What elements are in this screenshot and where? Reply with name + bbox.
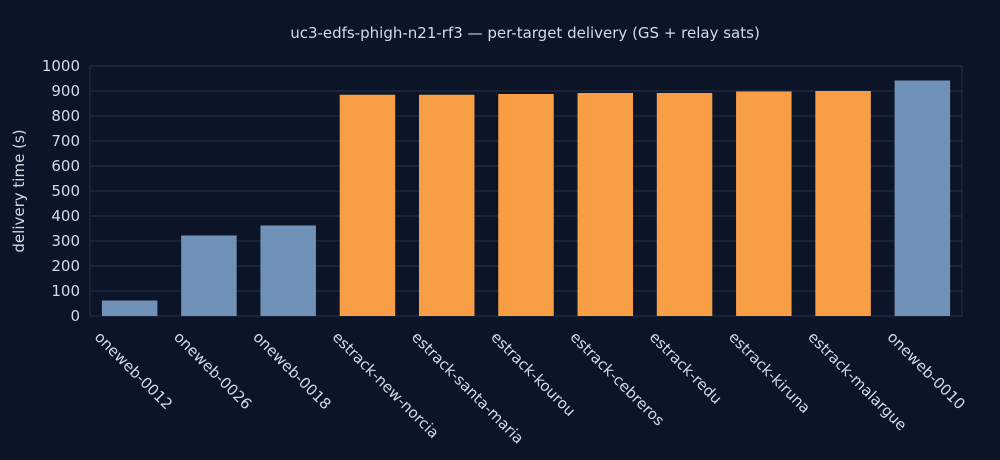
x-category-label: estrack-redu (646, 328, 726, 408)
x-category-label: oneweb-0010 (884, 328, 969, 413)
x-category-label: oneweb-0012 (91, 328, 176, 413)
y-tick-label: 500 (51, 182, 80, 200)
bar-oneweb-0012 (101, 300, 158, 316)
x-category-label: oneweb-0018 (249, 328, 334, 413)
bar-estrack-kiruna (736, 91, 792, 316)
bar-oneweb-0018 (260, 225, 316, 316)
x-category-label: estrack-kiruna (725, 328, 814, 417)
y-tick-label: 200 (51, 257, 80, 275)
bar-estrack-redu (656, 93, 713, 316)
y-tick-label: 900 (51, 82, 80, 100)
y-tick-label: 300 (51, 232, 80, 250)
y-tick-label: 800 (51, 107, 80, 125)
y-tick-label: 0 (70, 307, 80, 325)
y-tick-labels: 0 100 200 300 400 500 600 700 800 900 1000 (42, 57, 80, 325)
y-tick-label: 700 (51, 132, 80, 150)
bar-estrack-new-norcia (339, 94, 396, 316)
bars (101, 80, 951, 316)
chart-title: uc3-edfs-phigh-n21-rf3 — per-target deli… (290, 24, 760, 42)
bar-estrack-kourou (498, 94, 554, 316)
bar-oneweb-0026 (181, 235, 237, 316)
y-tick-label: 1000 (42, 57, 80, 75)
bar-estrack-malargue (815, 91, 871, 316)
y-axis-label: delivery time (s) (10, 129, 28, 252)
x-category-label: estrack-kourou (487, 328, 579, 420)
y-tick-label: 100 (51, 282, 80, 300)
bar-oneweb-0010 (894, 80, 951, 316)
bar-estrack-cebreros (577, 93, 634, 316)
y-tick-label: 600 (51, 157, 80, 175)
y-tick-label: 400 (51, 207, 80, 225)
x-category-label: oneweb-0026 (170, 328, 255, 413)
bar-estrack-santa-maria (418, 94, 475, 316)
